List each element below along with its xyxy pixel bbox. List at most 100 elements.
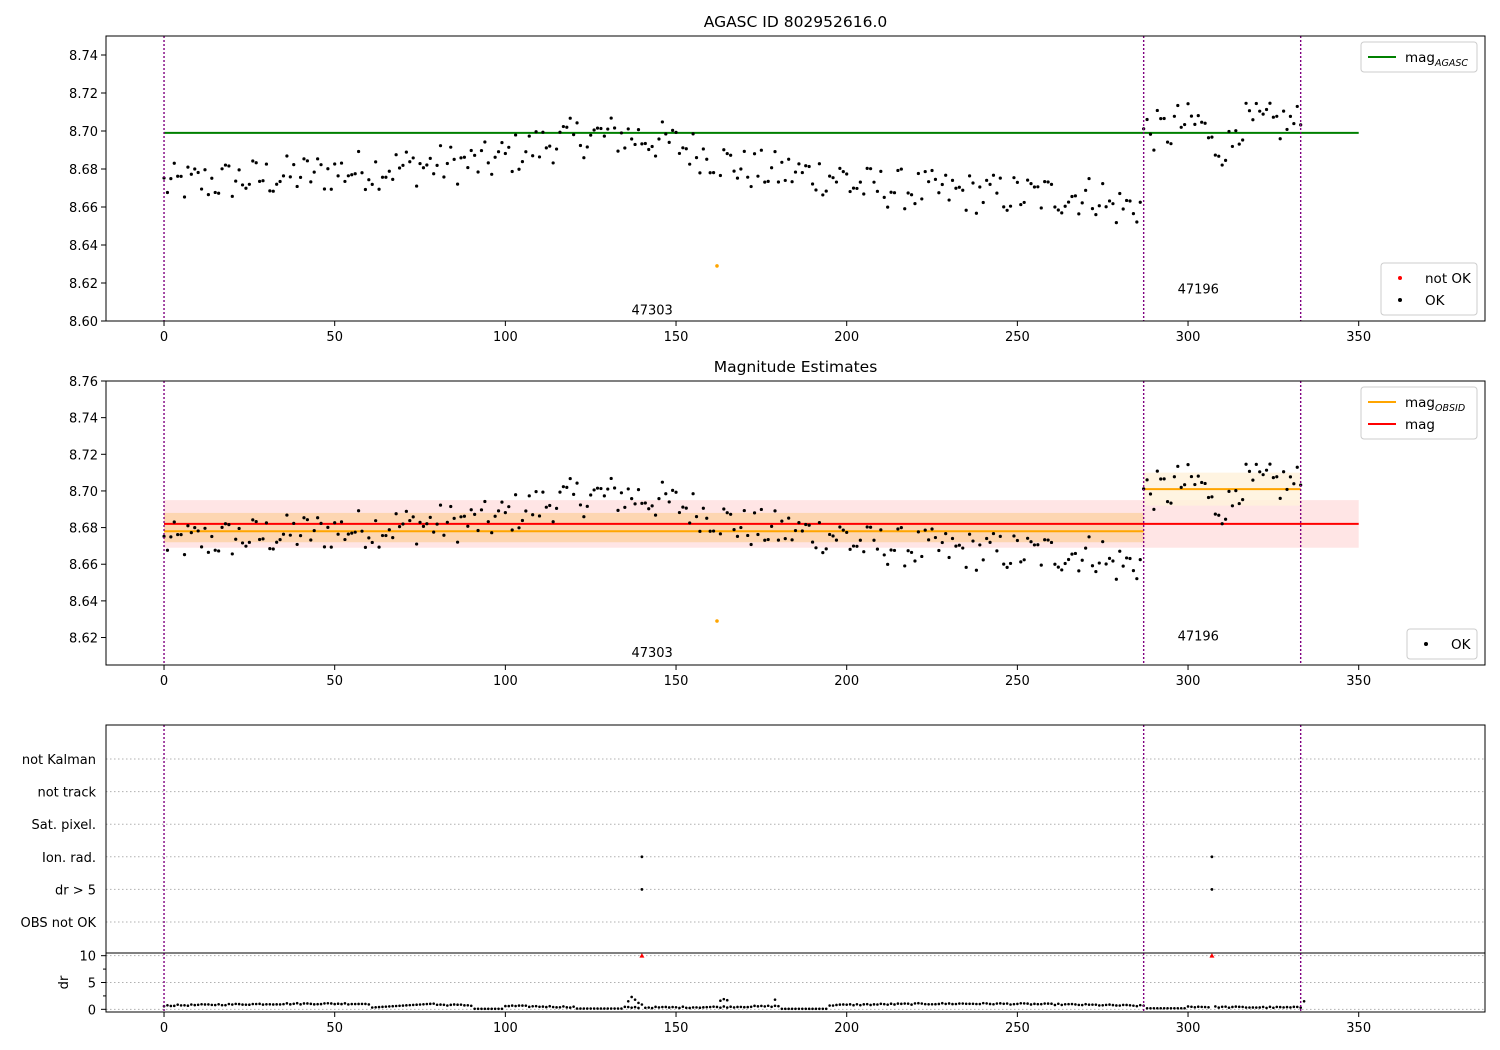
x-tick-label: 200 (834, 674, 859, 689)
dr-point (787, 1007, 790, 1011)
data-point (220, 525, 224, 529)
dr-point (490, 1007, 494, 1011)
data-point (950, 536, 955, 541)
data-point (838, 166, 842, 170)
data-point (1169, 501, 1173, 505)
data-point (305, 159, 309, 163)
data-point (1029, 540, 1033, 544)
data-point (807, 523, 811, 527)
data-point (698, 171, 702, 175)
dr-point (538, 1005, 541, 1009)
data-point (401, 522, 405, 526)
data-point (807, 164, 811, 169)
data-point (418, 161, 422, 166)
data-point (858, 180, 862, 184)
dr-point (493, 1007, 497, 1011)
dr-point (773, 998, 777, 1001)
data-point (1015, 180, 1019, 184)
data-point (1258, 109, 1262, 113)
data-point (957, 185, 961, 189)
dr-point (1121, 1003, 1125, 1007)
legend-label: mag (1405, 417, 1435, 433)
data-point (346, 174, 350, 178)
dr-point (893, 1003, 896, 1006)
dr-point (630, 995, 633, 999)
data-point (954, 544, 958, 548)
dr-point (213, 1003, 217, 1007)
data-point (435, 163, 439, 167)
x-tick-label: 50 (326, 1021, 343, 1036)
data-point (851, 186, 856, 190)
data-point (1254, 101, 1258, 106)
data-point (343, 537, 347, 542)
x-tick-label: 300 (1176, 330, 1201, 345)
data-point (595, 486, 600, 490)
data-point (367, 536, 371, 540)
data-point (397, 525, 402, 529)
data-point (913, 559, 917, 563)
dr-point (1094, 1003, 1098, 1006)
data-point (671, 128, 675, 133)
dr-point (234, 1002, 238, 1006)
legend-label: OK (1451, 637, 1472, 653)
dr-point (514, 1004, 517, 1008)
data-point (1111, 559, 1115, 563)
data-point (411, 156, 415, 160)
dr-point (309, 1002, 313, 1006)
dr-point (616, 1007, 620, 1010)
data-point (647, 147, 651, 152)
data-point (718, 173, 723, 178)
data-point (438, 144, 443, 148)
dr-point (958, 1002, 961, 1005)
data-point (261, 179, 265, 183)
x-tick-label: 150 (664, 330, 689, 345)
data-point (435, 522, 439, 526)
data-point (476, 170, 480, 174)
data-point (1049, 540, 1054, 545)
dr-point (688, 1006, 691, 1010)
dr-point (968, 1002, 971, 1006)
data-point (909, 550, 914, 555)
data-point (694, 515, 699, 519)
data-point (1114, 577, 1118, 581)
dr-point (1080, 1003, 1084, 1007)
data-point (886, 562, 890, 566)
dr-point (729, 1005, 732, 1009)
data-point (329, 545, 333, 549)
data-point (677, 151, 682, 156)
dr-point (186, 1004, 190, 1008)
data-points (162, 462, 1303, 623)
data-point (1114, 221, 1118, 225)
dr-point (1057, 1002, 1060, 1006)
dr-point (889, 1002, 893, 1006)
data-point (865, 166, 869, 170)
data-point (920, 554, 924, 559)
dr-point (562, 1005, 565, 1008)
data-point (957, 543, 961, 547)
dr-point (678, 1006, 681, 1010)
dr-point (497, 1007, 500, 1011)
dr-point (388, 1005, 391, 1008)
dr-point (565, 1006, 569, 1009)
data-point (1200, 480, 1204, 485)
data-point (510, 169, 514, 174)
data-point (1227, 489, 1231, 493)
data-point (793, 528, 798, 533)
dr-point (947, 1002, 951, 1005)
data-point (971, 539, 975, 543)
data-point (674, 130, 678, 135)
data-point (199, 187, 204, 191)
y-tick-label: 8.76 (69, 375, 98, 390)
dr-point (1132, 1004, 1135, 1007)
data-point (681, 146, 685, 150)
data-point (862, 550, 866, 554)
data-point (541, 490, 545, 494)
data-point (735, 176, 740, 180)
dr-point (230, 1003, 234, 1006)
data-point (162, 176, 166, 180)
dr-point (705, 1005, 709, 1009)
dr-point (886, 1003, 889, 1006)
data-point (537, 155, 542, 159)
legend-lower-right: OK (1406, 628, 1478, 660)
dr-point (446, 1004, 449, 1007)
